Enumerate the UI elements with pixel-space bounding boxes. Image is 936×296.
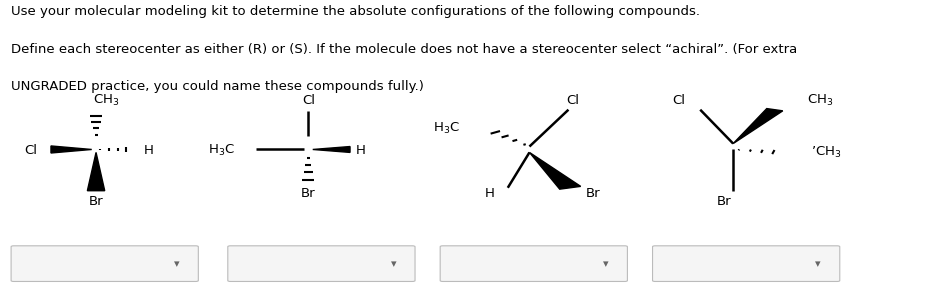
Text: Br: Br: [89, 194, 103, 207]
FancyBboxPatch shape: [227, 246, 415, 281]
FancyBboxPatch shape: [651, 246, 839, 281]
Text: H: H: [356, 144, 366, 157]
Text: Br: Br: [300, 187, 315, 200]
FancyBboxPatch shape: [440, 246, 627, 281]
Text: UNGRADED practice, you could name these compounds fully.): UNGRADED practice, you could name these …: [11, 80, 423, 93]
Polygon shape: [529, 152, 580, 189]
Text: Cl: Cl: [565, 94, 578, 107]
Text: Cl: Cl: [301, 94, 314, 107]
Text: ’CH$_3$: ’CH$_3$: [811, 145, 841, 160]
Polygon shape: [313, 147, 350, 152]
Text: Br: Br: [716, 194, 731, 207]
Text: Cl: Cl: [672, 94, 685, 107]
Text: ▾: ▾: [602, 259, 607, 269]
Text: Define each stereocenter as either (R) or (S). If the molecule does not have a s: Define each stereocenter as either (R) o…: [11, 44, 797, 57]
Polygon shape: [732, 109, 782, 144]
Text: Br: Br: [585, 187, 600, 200]
Text: H$_3$C: H$_3$C: [432, 121, 460, 136]
Polygon shape: [51, 146, 92, 153]
Text: ▾: ▾: [390, 259, 396, 269]
Text: H: H: [485, 187, 494, 200]
Text: Cl: Cl: [24, 144, 37, 157]
Text: H: H: [143, 144, 154, 157]
Text: H$_3$C: H$_3$C: [208, 143, 235, 158]
Text: CH$_3$: CH$_3$: [806, 93, 832, 108]
Text: ▾: ▾: [174, 259, 180, 269]
Text: CH$_3$: CH$_3$: [93, 93, 120, 108]
Polygon shape: [87, 152, 105, 191]
Text: Use your molecular modeling kit to determine the absolute configurations of the : Use your molecular modeling kit to deter…: [11, 5, 699, 18]
FancyBboxPatch shape: [11, 246, 198, 281]
Text: ▾: ▾: [814, 259, 820, 269]
